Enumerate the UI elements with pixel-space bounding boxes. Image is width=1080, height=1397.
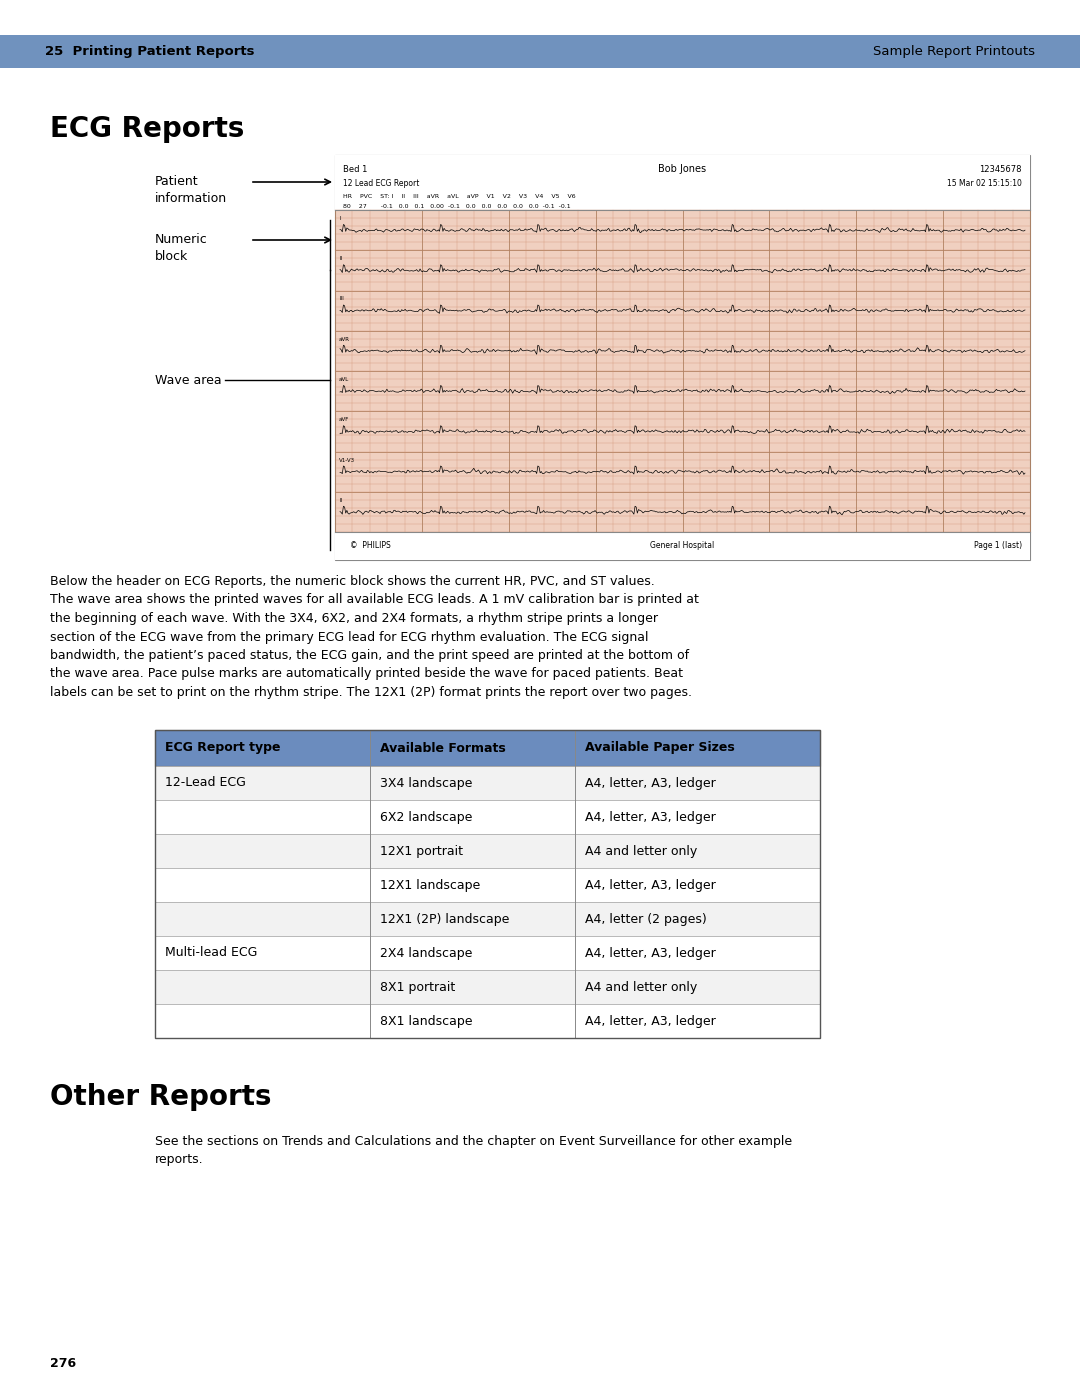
Text: aVR: aVR	[339, 337, 350, 342]
Bar	[156, 834, 820, 868]
Bar	[156, 731, 820, 1038]
Text: ECG Report type: ECG Report type	[165, 742, 281, 754]
Text: Bob Jones: Bob Jones	[659, 163, 706, 175]
Text: 3X4 landscape: 3X4 landscape	[380, 777, 472, 789]
Text: Bed 1: Bed 1	[343, 165, 367, 173]
Text: 12X1 (2P) landscape: 12X1 (2P) landscape	[380, 912, 510, 925]
Text: aVF: aVF	[339, 418, 349, 422]
Text: See the sections on Trends and Calculations and the chapter on Event Surveillanc: See the sections on Trends and Calculati…	[156, 1134, 792, 1166]
Text: 12X1 portrait: 12X1 portrait	[380, 845, 463, 858]
Text: 12-Lead ECG: 12-Lead ECG	[165, 777, 246, 789]
Text: 8X1 landscape: 8X1 landscape	[380, 1014, 473, 1028]
Text: A4 and letter only: A4 and letter only	[585, 845, 698, 858]
Text: III: III	[339, 296, 343, 302]
Text: ECG Reports: ECG Reports	[50, 115, 244, 142]
Bar	[156, 936, 820, 970]
Text: II: II	[339, 497, 342, 503]
Text: Available Paper Sizes: Available Paper Sizes	[585, 742, 734, 754]
Bar	[156, 800, 820, 834]
Text: Below the header on ECG Reports, the numeric block shows the current HR, PVC, an: Below the header on ECG Reports, the num…	[50, 576, 699, 698]
Bar	[0, 35, 1080, 68]
Text: 276: 276	[50, 1356, 76, 1370]
Bar	[156, 970, 820, 1004]
Bar	[156, 868, 820, 902]
Text: I: I	[339, 217, 340, 221]
Text: Multi-lead ECG: Multi-lead ECG	[165, 947, 257, 960]
Text: 2X4 landscape: 2X4 landscape	[380, 947, 472, 960]
Text: 80    27       -0.1   0.0   0.1   0.00  -0.1   0.0   0.0   0.0   0.0   0.0  -0.1: 80 27 -0.1 0.0 0.1 0.00 -0.1 0.0 0.0 0.0…	[343, 204, 570, 208]
Text: A4, letter, A3, ledger: A4, letter, A3, ledger	[585, 879, 716, 891]
Text: 6X2 landscape: 6X2 landscape	[380, 810, 472, 823]
Text: aVL: aVL	[339, 377, 349, 381]
Text: Sample Report Printouts: Sample Report Printouts	[873, 45, 1035, 59]
Bar	[156, 902, 820, 936]
Text: HR    PVC    ST: I    II    III    aVR    aVL    aVP    V1    V2    V3    V4    : HR PVC ST: I II III aVR aVL aVP V1 V2 V3…	[343, 194, 576, 198]
Text: A4, letter, A3, ledger: A4, letter, A3, ledger	[585, 777, 716, 789]
Text: ©  PHILIPS: © PHILIPS	[350, 542, 391, 550]
Text: Wave area: Wave area	[156, 373, 221, 387]
Text: II: II	[339, 256, 342, 261]
Text: Available Formats: Available Formats	[380, 742, 505, 754]
Text: 8X1 portrait: 8X1 portrait	[380, 981, 456, 993]
Bar	[335, 532, 1030, 560]
Text: 12345678: 12345678	[980, 165, 1022, 173]
Bar	[335, 155, 1030, 210]
Text: 15 Mar 02 15:15:10: 15 Mar 02 15:15:10	[947, 179, 1022, 187]
Text: A4, letter, A3, ledger: A4, letter, A3, ledger	[585, 1014, 716, 1028]
Text: A4, letter, A3, ledger: A4, letter, A3, ledger	[585, 947, 716, 960]
Text: Page 1 (last): Page 1 (last)	[974, 542, 1022, 550]
Text: 12 Lead ECG Report: 12 Lead ECG Report	[343, 179, 419, 187]
Text: A4 and letter only: A4 and letter only	[585, 981, 698, 993]
Bar	[335, 155, 1030, 560]
Bar	[156, 766, 820, 800]
Text: 12X1 landscape: 12X1 landscape	[380, 879, 481, 891]
Text: V1-V3: V1-V3	[339, 457, 355, 462]
Text: General Hospital: General Hospital	[650, 542, 715, 550]
Text: Numeric
block: Numeric block	[156, 233, 207, 263]
Text: Patient
information: Patient information	[156, 175, 227, 205]
Bar	[156, 1004, 820, 1038]
Text: Other Reports: Other Reports	[50, 1083, 271, 1111]
Text: A4, letter, A3, ledger: A4, letter, A3, ledger	[585, 810, 716, 823]
Text: A4, letter (2 pages): A4, letter (2 pages)	[585, 912, 706, 925]
Text: 25  Printing Patient Reports: 25 Printing Patient Reports	[45, 45, 255, 59]
Bar	[156, 731, 820, 766]
